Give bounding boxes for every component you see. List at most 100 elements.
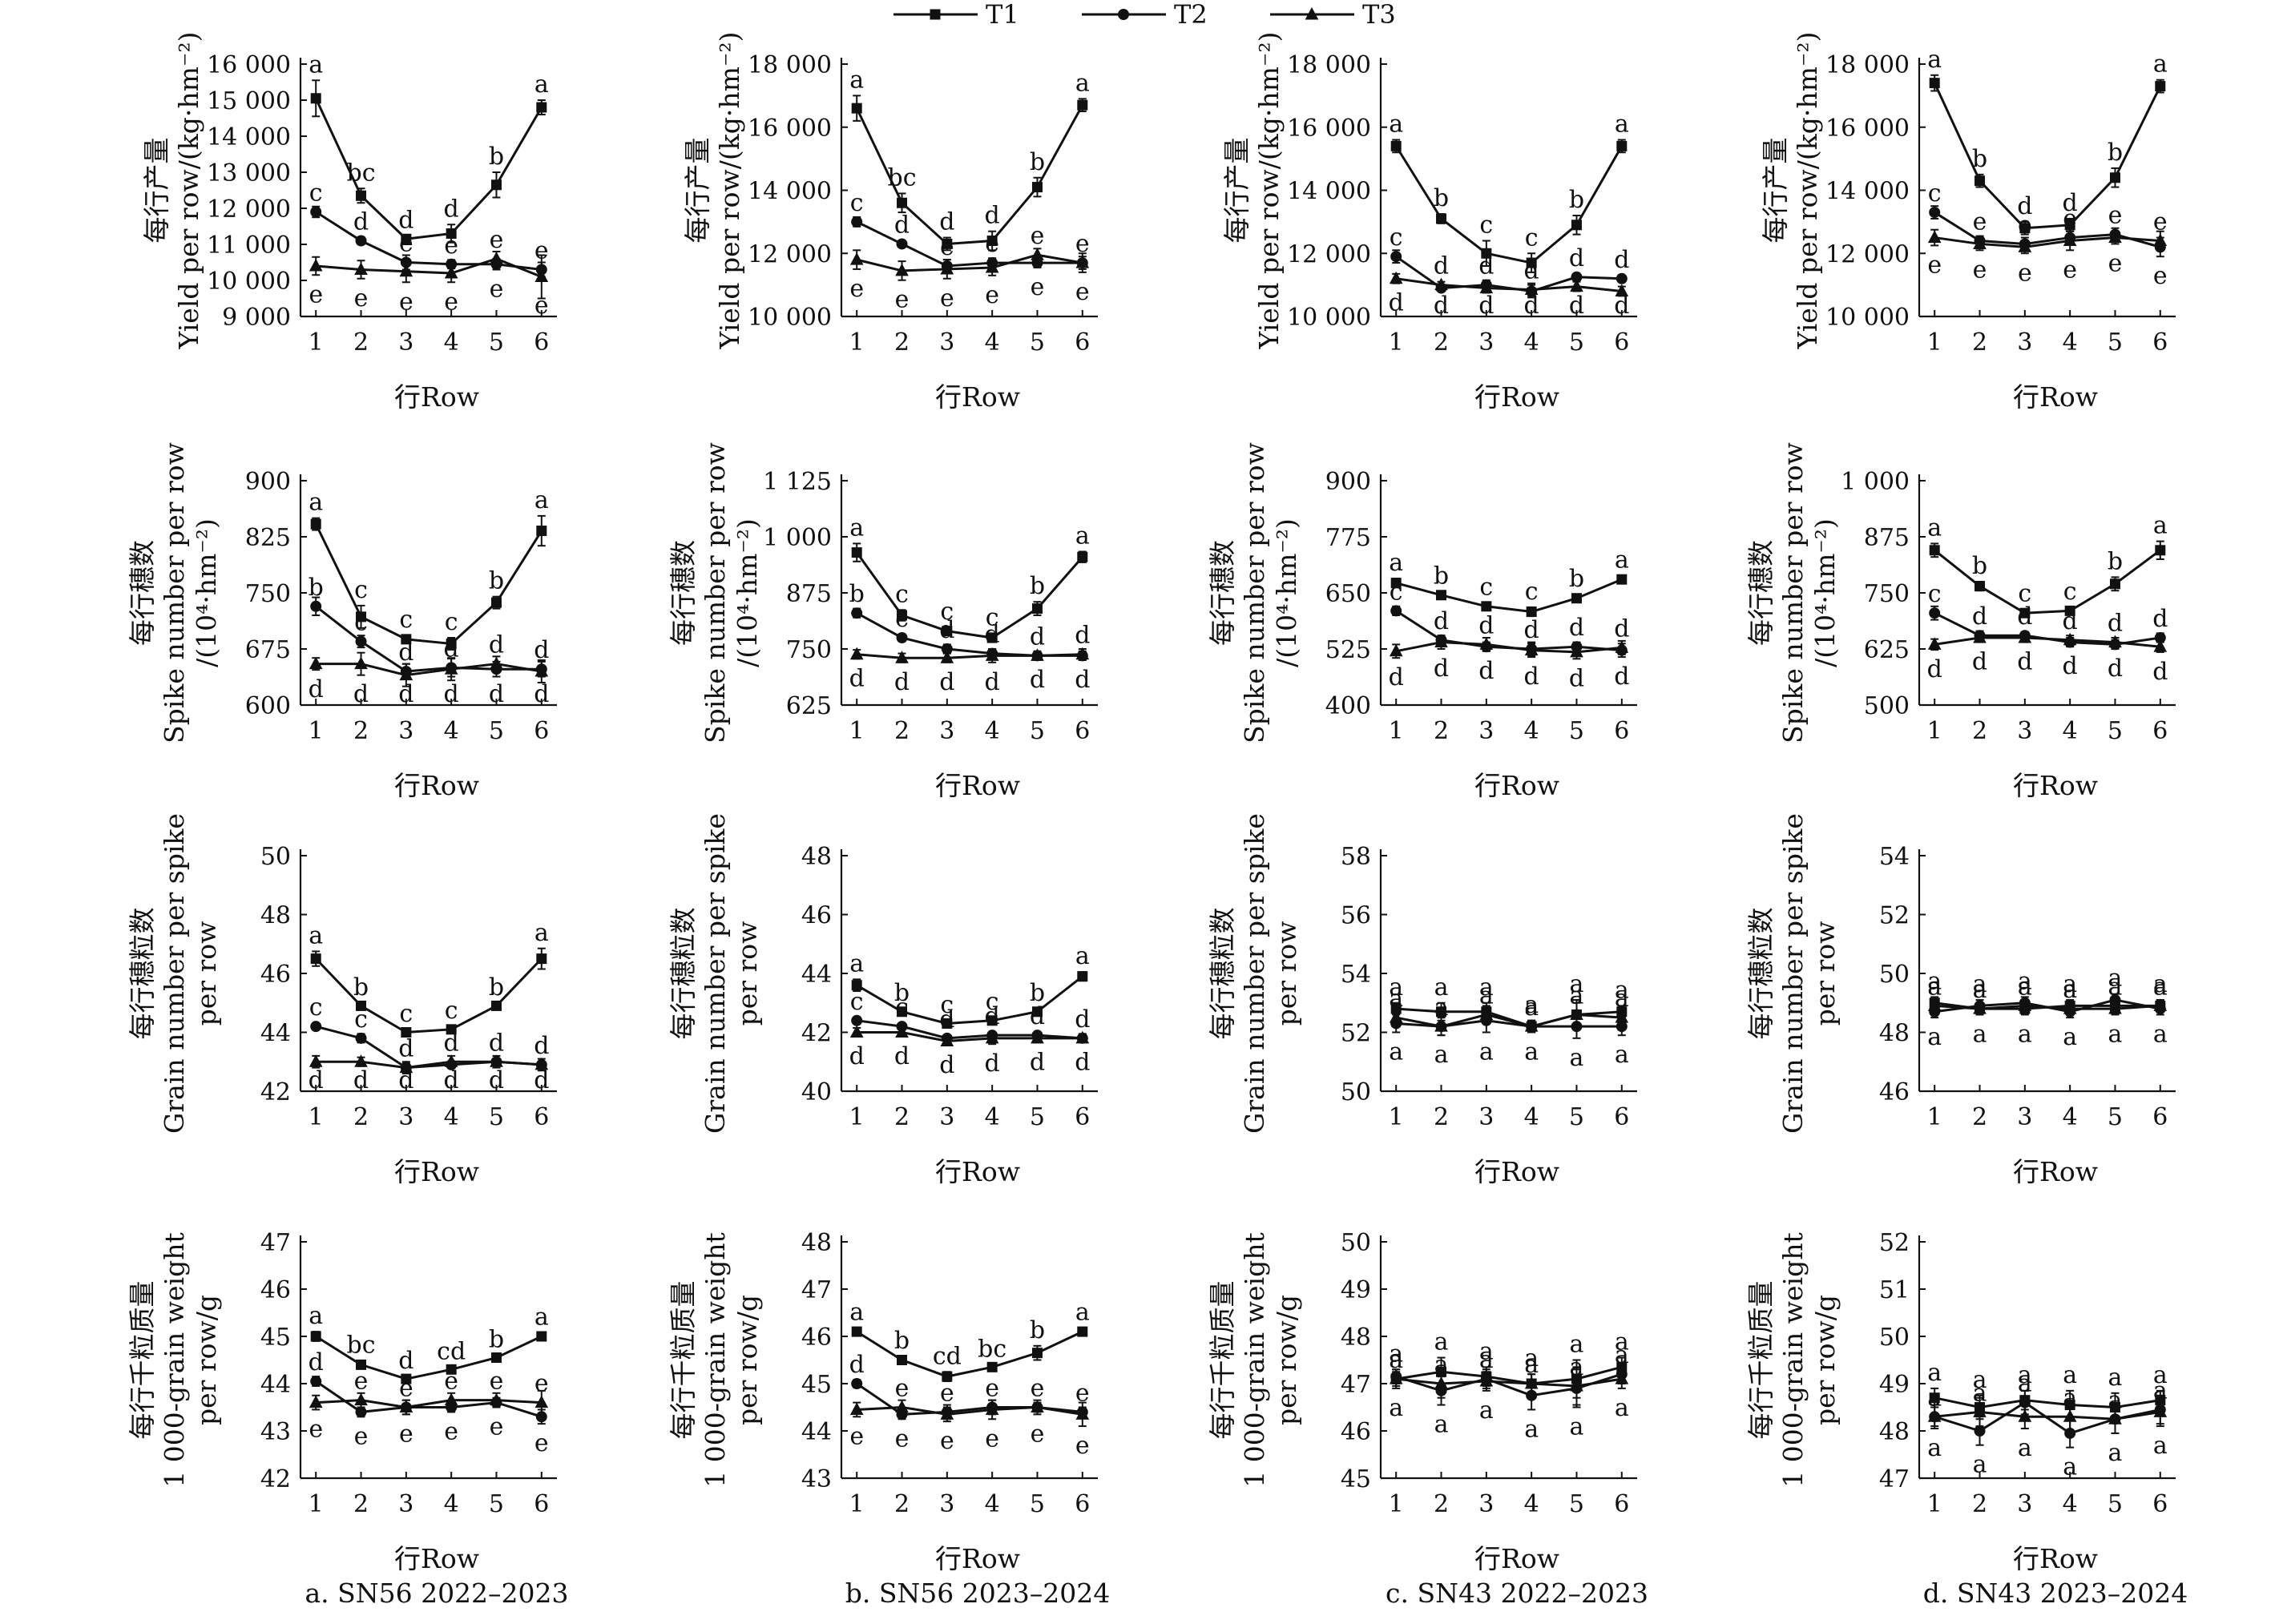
data-point-t3: [1031, 648, 1044, 661]
significance-letter: a: [2063, 970, 2077, 998]
significance-letter: b: [1030, 572, 1045, 600]
y-tick-label: 48: [260, 902, 291, 930]
significance-letter: a: [2108, 1386, 2123, 1414]
significance-letter: c: [1525, 224, 1539, 252]
x-tick-label: 2: [894, 328, 910, 357]
data-point-t3: [1570, 1378, 1583, 1392]
data-point-t1: [490, 1352, 502, 1364]
series-line-t3: [1395, 1013, 1622, 1028]
data-point-t3: [2018, 240, 2032, 252]
significance-letter: e: [444, 232, 458, 260]
data-point-t1: [851, 980, 862, 991]
significance-letter: a: [849, 949, 864, 977]
y-tick-label: 58: [1341, 843, 1371, 871]
significance-letter: e: [354, 284, 369, 312]
x-tick-label: 1: [849, 1490, 865, 1518]
y-tick-label: 43: [260, 1418, 291, 1446]
significance-letter: a: [1479, 1337, 1494, 1365]
y-tick-label: 47: [1341, 1371, 1371, 1399]
x-axis-label: 行Row: [935, 1156, 1020, 1187]
y-axis-label-cn: 每行产量: [141, 138, 172, 244]
significance-letter: d: [1524, 616, 1539, 644]
significance-letter: a: [2018, 973, 2032, 1001]
significance-letter: e: [985, 1425, 999, 1453]
y-tick-label: 525: [1325, 636, 1371, 664]
significance-letter: e: [2018, 259, 2032, 287]
y-axis-label-en: Spike number per row: [159, 442, 190, 743]
data-point-t3: [534, 269, 549, 282]
data-point-t3: [309, 258, 323, 272]
significance-letter: c: [445, 997, 458, 1025]
y-tick-label: 650: [1325, 580, 1371, 608]
data-point-t1: [1077, 551, 1088, 562]
y-tick-label: 16 000: [1825, 115, 1910, 143]
data-point-t1: [986, 1015, 998, 1026]
y-tick-label: 42: [801, 1020, 832, 1048]
x-axis-label: 行Row: [2013, 770, 2098, 801]
x-tick-label: 2: [1972, 1490, 1987, 1518]
data-point-t3: [1031, 1030, 1044, 1044]
significance-letter: d: [1075, 622, 1090, 650]
significance-letter: b: [1434, 184, 1449, 212]
significance-letter: a: [1434, 1328, 1449, 1356]
data-point-t3: [985, 260, 999, 273]
legend-label-t1: T1: [986, 0, 1019, 30]
significance-letter: e: [399, 230, 413, 258]
significance-letter: d: [398, 639, 413, 667]
significance-letter: e: [895, 286, 910, 314]
significance-letter: a: [1927, 514, 1942, 542]
data-point-t3: [895, 1400, 909, 1412]
significance-letter: a: [1927, 1359, 1942, 1387]
chart-panel-spike-d: 500 625 750 875 1 000 1 2 3 4 5 6 行Row 每行穗数 Spike num…: [1745, 442, 2176, 801]
significance-letter: b: [489, 1326, 504, 1354]
data-point-t1: [1975, 175, 1986, 187]
y-axis-label-en: /(10⁴·hm⁻²): [732, 518, 763, 667]
data-point-t2: [851, 1378, 863, 1389]
data-point-t3: [1075, 256, 1090, 268]
significance-letter: a: [1389, 1038, 1403, 1066]
y-axis-label-cn: 每行产量: [1221, 138, 1252, 244]
y-tick-label: 10 000: [1287, 304, 1371, 332]
data-point-t3: [2063, 1409, 2077, 1422]
chart-panel-yield-d: 10 000 12 000 14 000 16 000 18 000 1 2 3 4 5 6 行Row…: [1760, 32, 2176, 413]
y-axis-label-en: per row: [1809, 921, 1841, 1026]
x-axis-label: 行Row: [935, 381, 1020, 413]
significance-letter: a: [2063, 1453, 2077, 1481]
data-point-t3: [895, 1025, 909, 1038]
significance-letter: a: [309, 489, 323, 517]
series-t1: [1390, 1356, 1628, 1399]
y-tick-label: 45: [801, 1371, 832, 1399]
series-line-t1: [1395, 578, 1623, 614]
significance-letter: a: [2108, 1020, 2123, 1048]
data-point-t1: [310, 93, 321, 104]
series-line-t3: [1396, 1377, 1623, 1388]
x-tick-label: 6: [1614, 328, 1629, 357]
significance-letter: a: [2153, 1020, 2168, 1048]
significance-letter: b: [353, 973, 369, 1001]
data-point-t1: [1390, 140, 1402, 151]
y-axis-label-en: per row/g: [1809, 1295, 1841, 1425]
significance-letter: d: [985, 621, 1000, 649]
y-axis-label-cn: 每行穗粒数: [127, 908, 158, 1040]
x-tick-label: 5: [2108, 328, 2123, 357]
data-point-t2: [310, 600, 322, 612]
significance-letter: d: [353, 208, 369, 236]
data-point-t1: [401, 233, 412, 244]
significance-letter: d: [444, 1029, 459, 1057]
series-t3: [1927, 998, 2168, 1016]
data-point-t3: [940, 1034, 954, 1047]
significance-letter: e: [534, 1370, 549, 1398]
series-t3: [1389, 1001, 1629, 1037]
data-point-t3: [354, 262, 368, 275]
significance-letter: b: [1972, 145, 1987, 173]
x-tick-label: 6: [1075, 1490, 1090, 1518]
series-t3: [309, 251, 549, 300]
x-tick-label: 4: [1524, 1103, 1539, 1131]
data-point-t1: [310, 953, 321, 965]
significance-letter: d: [309, 1348, 324, 1376]
x-tick-label: 6: [1614, 717, 1629, 745]
y-tick-label: 46: [801, 902, 832, 930]
data-point-t3: [309, 1395, 323, 1408]
x-tick-label: 2: [1434, 328, 1449, 357]
